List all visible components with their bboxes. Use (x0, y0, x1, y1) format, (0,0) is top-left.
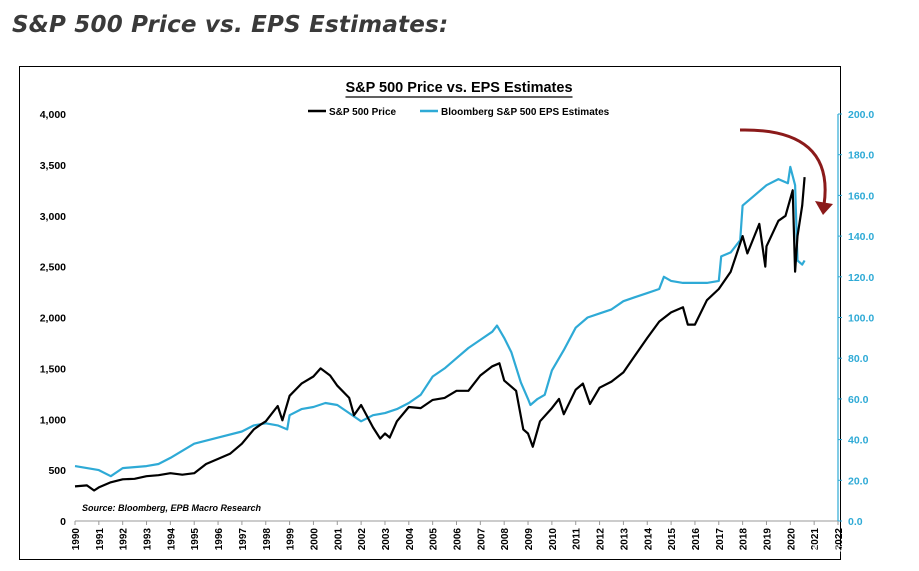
x-tick-label: 2006 (453, 528, 464, 551)
legend-label-price: S&P 500 Price (329, 107, 397, 118)
y-left-tick-label: 2,000 (40, 313, 66, 325)
x-tick-label: 1996 (214, 528, 225, 551)
annotation-arrow (739, 128, 827, 206)
x-tick-label: 1995 (190, 528, 201, 551)
x-tick-label: 2009 (524, 528, 535, 551)
watermark: 智通财经APP (812, 542, 877, 556)
chart-title: S&P 500 Price vs. EPS Estimates (345, 80, 572, 96)
annotation-arrowhead (815, 201, 833, 215)
y-left-tick-label: 0 (60, 516, 66, 528)
x-tick-label: 2005 (429, 528, 440, 551)
x-tick-label: 2010 (548, 528, 559, 551)
y-right-tick-label: 120.0 (848, 272, 874, 284)
x-tick-label: 1998 (262, 528, 273, 551)
x-tick-label: 2020 (786, 528, 797, 551)
legend-label-eps: Bloomberg S&P 500 EPS Estimates (441, 107, 610, 118)
y-right-tick-label: 100.0 (848, 313, 874, 325)
x-tick-label: 2001 (333, 528, 344, 551)
y-left-tick-label: 3,500 (40, 160, 66, 172)
x-tick-label: 1990 (71, 528, 82, 551)
series-line-eps (74, 165, 806, 478)
x-tick-label: 2022 (834, 528, 845, 551)
x-tick-label: 2021 (810, 528, 821, 551)
y-left-tick-label: 1,000 (40, 414, 66, 426)
y-right-tick-label: 200.0 (848, 109, 874, 121)
x-tick-label: 2011 (572, 528, 583, 550)
page-heading: S&P 500 Price vs. EPS Estimates: (12, 12, 449, 38)
y-right-tick-label: 60.0 (848, 394, 869, 406)
x-tick-label: 1993 (143, 528, 154, 551)
chart-frame (19, 66, 841, 560)
y-right-tick-label: 80.0 (848, 353, 869, 365)
series-line-price (74, 177, 806, 492)
y-left-tick-label: 2,500 (40, 262, 66, 274)
x-tick-label: 2004 (405, 528, 416, 551)
x-tick-label: 2014 (643, 528, 654, 551)
x-tick-label: 2019 (762, 528, 773, 551)
y-left-tick-label: 3,000 (40, 211, 66, 223)
chart-source: Source: Bloomberg, EPB Macro Research (82, 503, 262, 513)
x-tick-label: 1999 (286, 528, 297, 551)
y-right-tick-label: 0.0 (848, 516, 863, 528)
y-right-tick-label: 20.0 (848, 475, 869, 487)
x-tick-label: 1994 (166, 528, 177, 551)
y-left-axis: 0 500 1,000 1,500 2,000 2,500 3,000 3,500 4,000 (40, 109, 66, 528)
legend: S&P 500 Price Bloomberg S&P 500 EPS Esti… (308, 107, 610, 118)
x-tick-label: 1991 (95, 528, 106, 551)
y-right-tick-label: 40.0 (848, 435, 869, 447)
y-right-tick-label: 160.0 (848, 190, 874, 202)
x-tick-label: 2000 (309, 528, 320, 551)
x-axis: 1990 1991 1992 1993 1994 1995 1996 1997 1998 1999… (71, 521, 845, 550)
x-tick-label: 2008 (500, 528, 511, 551)
y-right-tick-label: 180.0 (848, 150, 874, 162)
x-tick-label: 2012 (596, 528, 607, 551)
y-left-tick-label: 4,000 (40, 109, 66, 121)
y-left-tick-label: 500 (48, 465, 66, 477)
y-right-axis: 0.0 20.0 40.0 60.0 80.0 100.0 120.0 140.0 160.0 1… (838, 109, 874, 528)
x-tick-label: 2017 (715, 528, 726, 551)
y-right-tick-label: 140.0 (848, 231, 874, 243)
x-tick-label: 1992 (119, 528, 130, 551)
x-tick-label: 2016 (691, 528, 702, 551)
x-tick-label: 2002 (357, 528, 368, 551)
x-tick-label: 2015 (667, 528, 678, 551)
y-left-tick-label: 1,500 (40, 363, 66, 375)
x-tick-label: 2013 (619, 528, 630, 551)
x-tick-label: 1997 (238, 528, 249, 551)
x-tick-label: 2007 (476, 528, 487, 551)
x-tick-label: 2003 (381, 528, 392, 551)
x-tick-label: 2018 (739, 528, 750, 551)
